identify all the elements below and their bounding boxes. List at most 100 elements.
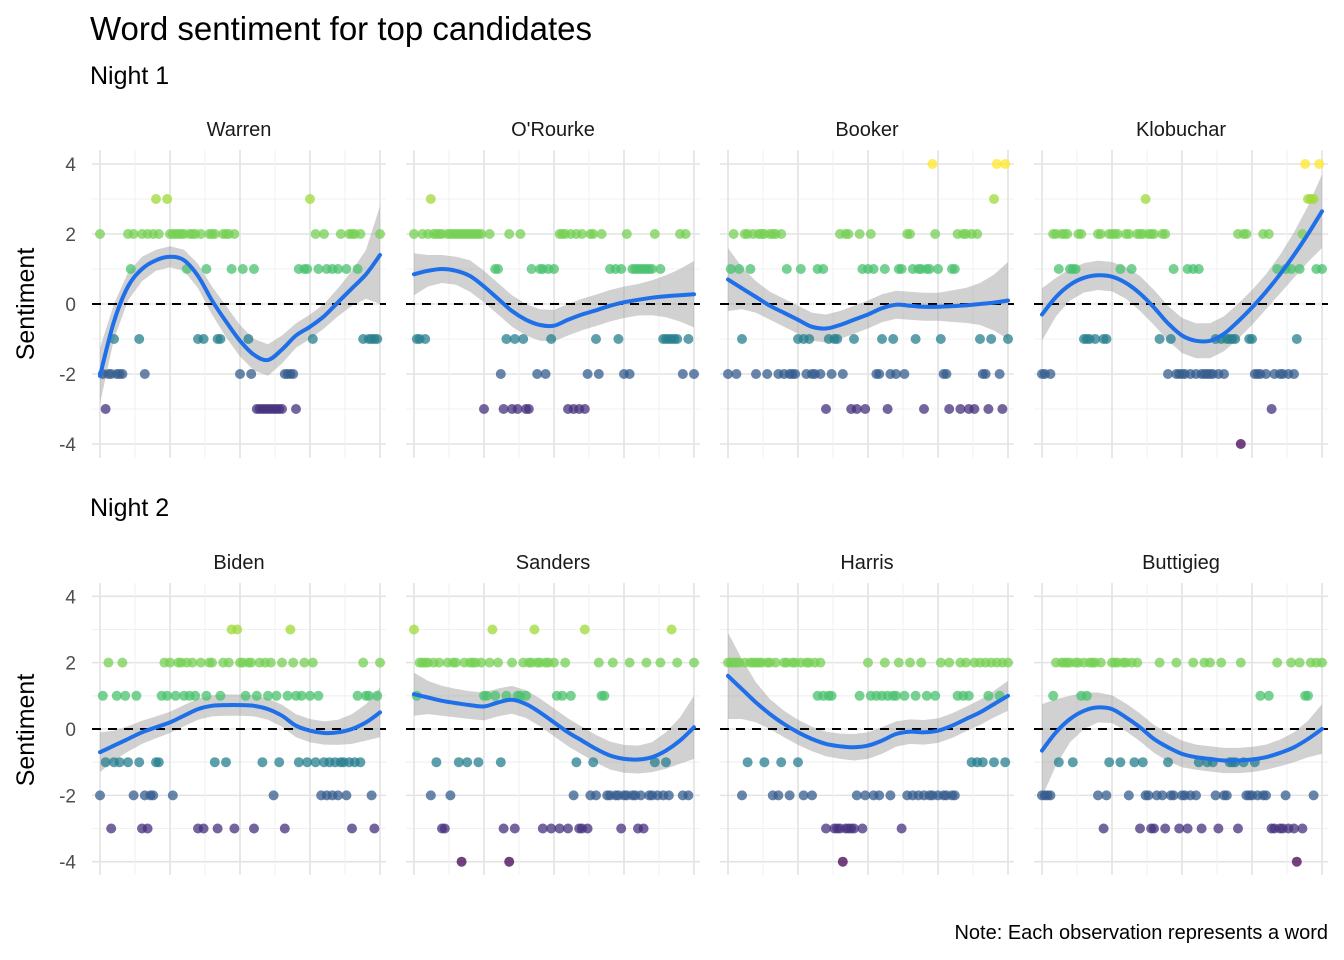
word-point xyxy=(837,369,848,379)
word-point xyxy=(1280,790,1291,801)
word-point xyxy=(725,264,736,274)
word-point xyxy=(347,823,357,834)
word-point xyxy=(215,334,226,344)
word-point xyxy=(296,690,307,701)
word-point xyxy=(134,334,145,344)
word-point xyxy=(341,790,352,801)
word-point xyxy=(288,657,299,668)
word-point xyxy=(683,790,694,801)
word-point xyxy=(986,334,997,344)
word-point xyxy=(941,369,952,379)
word-point xyxy=(484,229,495,239)
word-point xyxy=(117,657,128,668)
word-point xyxy=(1168,264,1179,274)
word-point xyxy=(195,229,206,239)
word-point xyxy=(1062,229,1073,239)
smooth-trend-line xyxy=(412,692,696,762)
y-axis-label: Sentiment xyxy=(12,248,40,361)
word-point xyxy=(1112,229,1123,239)
word-point xyxy=(1233,823,1243,834)
word-point xyxy=(582,823,593,834)
word-point xyxy=(546,334,557,344)
word-point xyxy=(493,264,503,274)
word-point xyxy=(226,264,237,274)
word-point xyxy=(251,690,262,701)
panel-strip-label: Klobuchar xyxy=(1136,119,1226,141)
word-point xyxy=(212,823,223,834)
word-point xyxy=(207,657,217,668)
word-point xyxy=(1294,264,1305,274)
word-point xyxy=(313,264,324,274)
word-point xyxy=(1140,194,1151,204)
word-point xyxy=(375,657,385,668)
word-point xyxy=(111,690,122,701)
word-point xyxy=(770,657,781,668)
word-point xyxy=(100,757,111,768)
word-point xyxy=(593,657,604,668)
word-point xyxy=(1230,334,1241,344)
word-point xyxy=(1123,229,1134,239)
word-point xyxy=(1286,657,1297,668)
word-point xyxy=(453,757,464,768)
word-point xyxy=(865,229,876,239)
word-point xyxy=(249,823,259,834)
word-point xyxy=(302,757,313,768)
word-point xyxy=(170,690,181,701)
word-point xyxy=(930,229,941,239)
word-point xyxy=(955,404,966,414)
word-point xyxy=(1160,229,1171,239)
word-point xyxy=(95,229,105,239)
word-point xyxy=(661,757,671,768)
confidence-band xyxy=(728,632,1008,761)
word-point xyxy=(784,790,795,801)
word-point xyxy=(369,823,380,834)
word-point xyxy=(635,790,646,801)
word-point xyxy=(616,823,627,834)
word-point xyxy=(355,757,366,768)
word-point xyxy=(313,690,324,701)
word-point xyxy=(167,790,178,801)
word-point xyxy=(409,624,419,635)
word-point xyxy=(728,229,739,239)
word-point xyxy=(949,790,960,801)
word-point xyxy=(689,657,699,668)
word-point xyxy=(989,757,999,768)
word-point xyxy=(891,369,901,379)
word-point xyxy=(201,264,212,274)
word-point xyxy=(190,690,201,701)
word-point xyxy=(495,757,506,768)
word-point xyxy=(1137,757,1148,768)
word-point xyxy=(305,690,315,701)
word-point xyxy=(737,334,747,344)
word-point xyxy=(1303,690,1313,701)
word-point xyxy=(451,657,461,668)
word-point xyxy=(649,229,660,239)
row-label: Night 1 xyxy=(90,62,169,90)
word-point xyxy=(1263,229,1274,239)
word-point xyxy=(232,624,243,635)
word-point xyxy=(863,657,873,668)
word-point xyxy=(523,404,534,414)
word-point xyxy=(274,757,285,768)
word-point xyxy=(285,624,296,635)
word-point xyxy=(582,369,593,379)
word-point xyxy=(473,757,484,768)
word-point xyxy=(372,690,383,701)
word-point xyxy=(613,334,624,344)
word-point xyxy=(546,823,557,834)
word-point xyxy=(529,624,540,635)
word-point xyxy=(1067,757,1078,768)
word-point xyxy=(723,369,733,379)
word-point xyxy=(972,229,983,239)
word-point xyxy=(352,690,363,701)
word-point xyxy=(762,369,773,379)
word-point xyxy=(991,159,1002,169)
word-point xyxy=(434,657,445,668)
word-point xyxy=(333,790,343,801)
word-point xyxy=(1188,657,1199,668)
word-point xyxy=(1123,790,1134,801)
word-point xyxy=(927,159,938,169)
word-point xyxy=(439,823,450,834)
word-point xyxy=(837,856,848,867)
word-point xyxy=(826,369,837,379)
